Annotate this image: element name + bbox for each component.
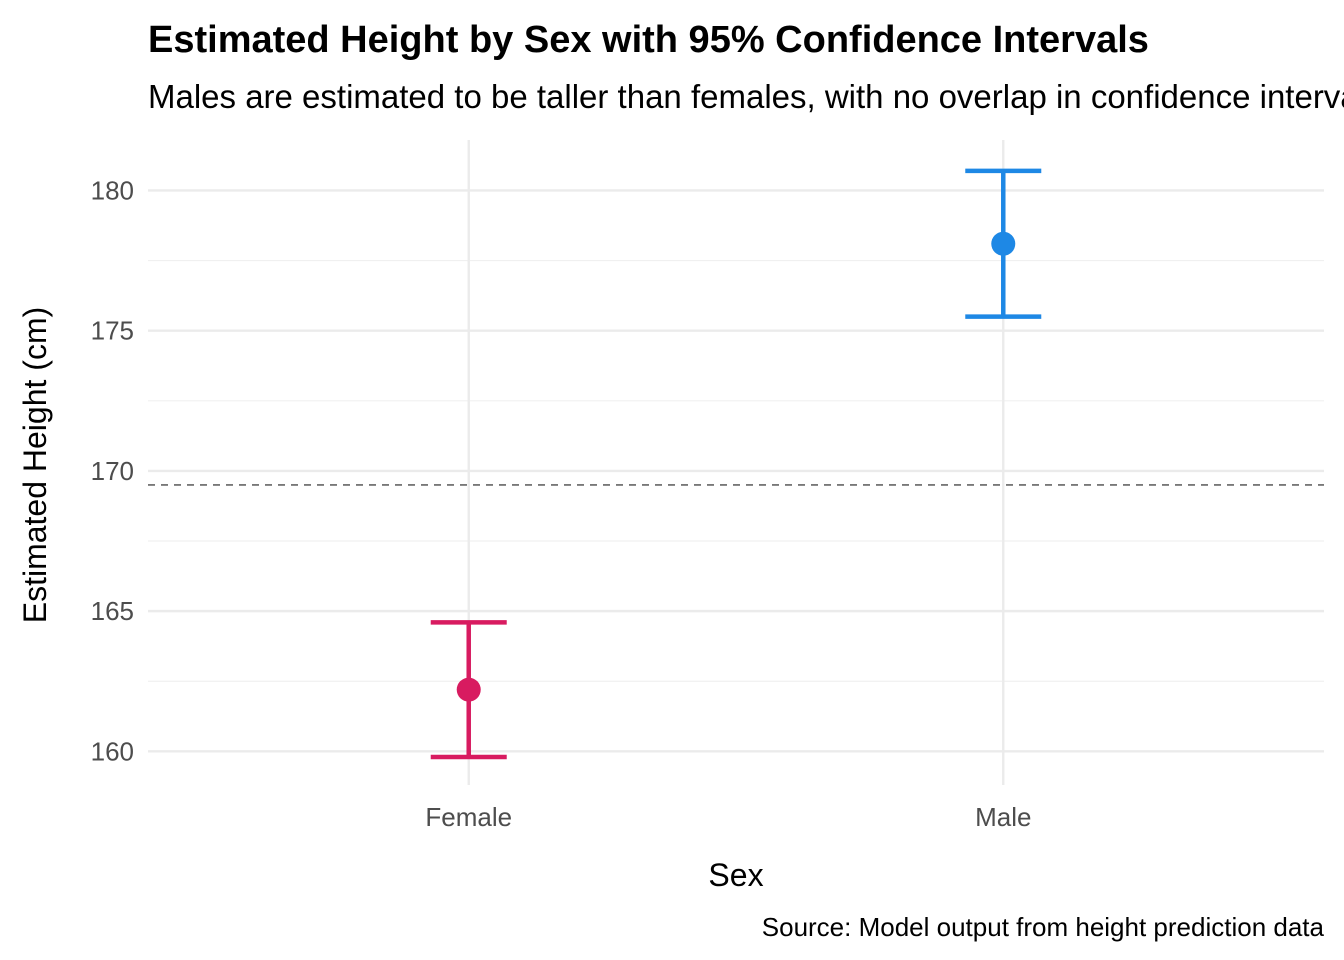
data-marks [430, 168, 1042, 760]
y-axis-title: Estimated Height (cm) [17, 307, 53, 624]
grid-lines [148, 140, 1324, 785]
x-axis-title: Sex [708, 857, 763, 893]
chart-title: Estimated Height by Sex with 95% Confide… [148, 19, 1149, 61]
chart-caption: Source: Model output from height predict… [762, 912, 1325, 942]
chart-subtitle: Males are estimated to be taller than fe… [148, 78, 1344, 115]
x-axis-ticks: Female Male [425, 802, 1031, 832]
errorbar-male [965, 168, 1042, 319]
y-tick-label: 175 [91, 316, 134, 346]
y-tick-label: 165 [91, 596, 134, 626]
errorbar-female [430, 620, 507, 760]
x-tick-label: Male [975, 802, 1031, 832]
y-tick-label: 160 [91, 736, 134, 766]
y-tick-label: 180 [91, 175, 134, 205]
y-axis-ticks: 160 165 170 175 180 [91, 175, 134, 766]
y-tick-label: 170 [91, 456, 134, 486]
estimate-point [456, 677, 481, 702]
x-tick-label: Female [425, 802, 512, 832]
estimate-point [991, 231, 1016, 256]
